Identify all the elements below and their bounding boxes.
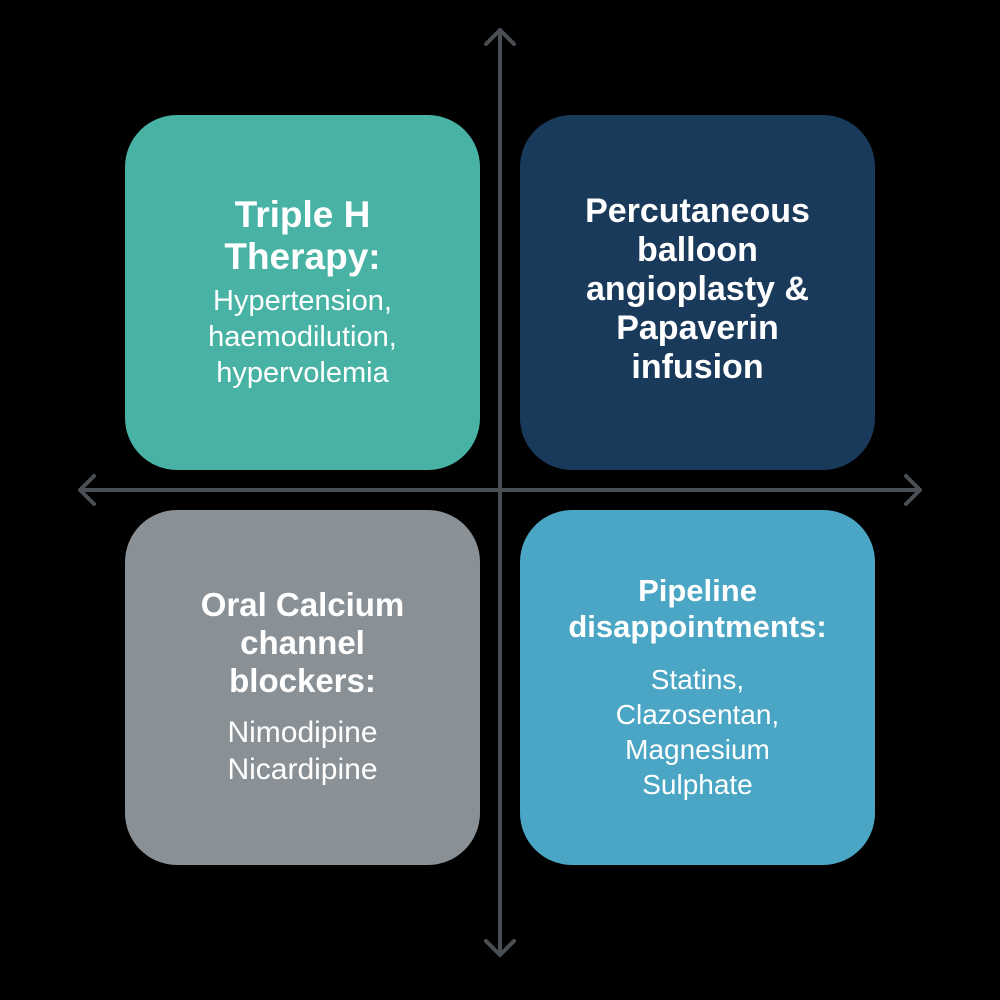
quadrant-diagram: Triple HTherapy: Hypertension,haemodilut… (0, 0, 1000, 1000)
quadrant-title: Pipelinedisappointments: (568, 573, 826, 644)
quadrant-top-left: Triple HTherapy: Hypertension,haemodilut… (125, 115, 480, 470)
quadrant-top-right: Percutaneousballoonangioplasty &Papaveri… (520, 115, 875, 470)
quadrant-bottom-left: Oral Calciumchannelblockers: NimodipineN… (125, 510, 480, 865)
quadrant-subtitle: Statins,Clazosentan,MagnesiumSulphate (616, 662, 779, 802)
quadrant-title: Triple HTherapy: (224, 194, 380, 279)
quadrant-subtitle: Hypertension,haemodilution,hypervolemia (208, 283, 397, 392)
quadrant-subtitle: NimodipineNicardipine (227, 714, 377, 789)
quadrant-bottom-right: Pipelinedisappointments: Statins,Clazose… (520, 510, 875, 865)
quadrant-title: Percutaneousballoonangioplasty &Papaveri… (585, 192, 810, 387)
quadrant-title: Oral Calciumchannelblockers: (201, 586, 405, 700)
